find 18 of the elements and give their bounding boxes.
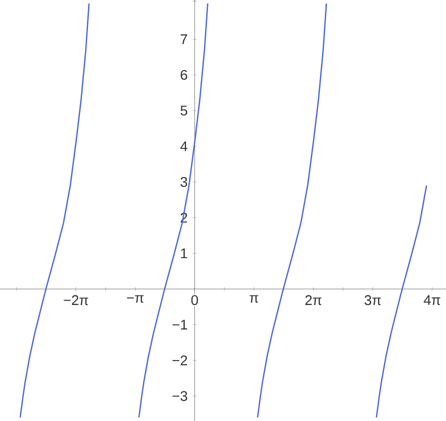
y-tick-label: −3 — [172, 391, 188, 401]
y-tick-label: 6 — [180, 70, 188, 80]
y-tick-label: 4 — [180, 141, 188, 152]
x-tick-label: −2π — [64, 295, 88, 306]
x-tick-label: π — [250, 295, 258, 303]
x-tick-label: 2π — [305, 295, 322, 306]
x-tick-label: 0 — [191, 295, 198, 306]
y-tick-label: 7 — [180, 34, 188, 44]
line-series — [256, 2, 328, 418]
y-tick-label: −1 — [172, 320, 188, 330]
y-tick-label: 1 — [181, 248, 188, 258]
x-tick-label: 4π — [424, 295, 440, 305]
x-tick-label: −π — [127, 295, 144, 303]
x-tick-label: 3π — [364, 295, 381, 306]
y-tick-label: 3 — [180, 176, 188, 187]
line-series — [20, 2, 90, 418]
y-tick-label: 5 — [180, 106, 188, 116]
y-tick-label: −2 — [172, 355, 188, 366]
